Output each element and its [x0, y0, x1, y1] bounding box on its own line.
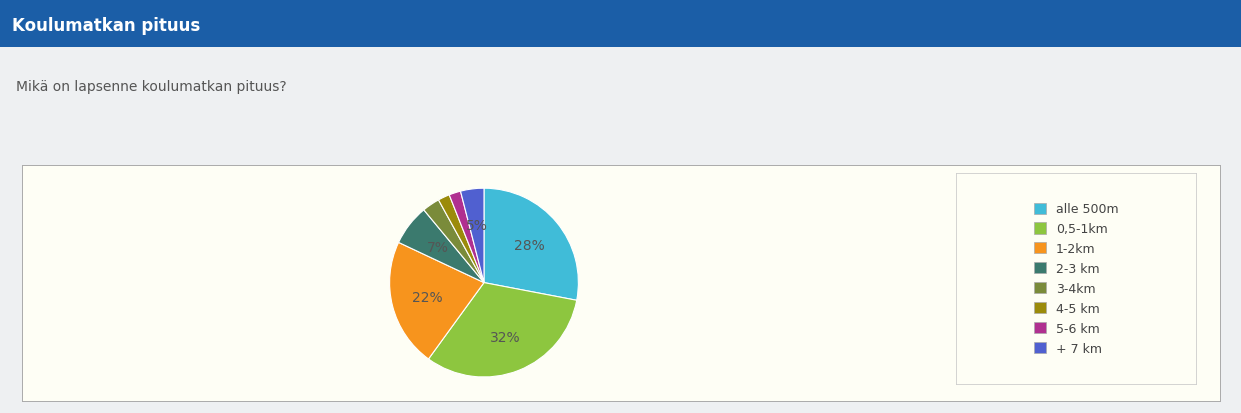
Wedge shape — [449, 192, 484, 283]
Wedge shape — [484, 189, 578, 301]
Text: 7%: 7% — [427, 240, 449, 254]
Wedge shape — [438, 195, 484, 283]
Text: 22%: 22% — [412, 290, 443, 304]
Wedge shape — [390, 243, 484, 359]
Text: Koulumatkan pituus: Koulumatkan pituus — [12, 17, 201, 35]
Wedge shape — [424, 200, 484, 283]
Text: 5%: 5% — [465, 218, 488, 232]
Text: 32%: 32% — [490, 330, 521, 344]
Wedge shape — [460, 189, 484, 283]
Text: Mikä on lapsenne koulumatkan pituus?: Mikä on lapsenne koulumatkan pituus? — [16, 80, 287, 94]
Wedge shape — [428, 283, 577, 377]
Legend: alle 500m, 0,5-1km, 1-2km, 2-3 km, 3-4km, 4-5 km, 5-6 km, + 7 km: alle 500m, 0,5-1km, 1-2km, 2-3 km, 3-4km… — [1028, 197, 1126, 361]
Wedge shape — [398, 210, 484, 283]
Text: 28%: 28% — [514, 239, 545, 253]
